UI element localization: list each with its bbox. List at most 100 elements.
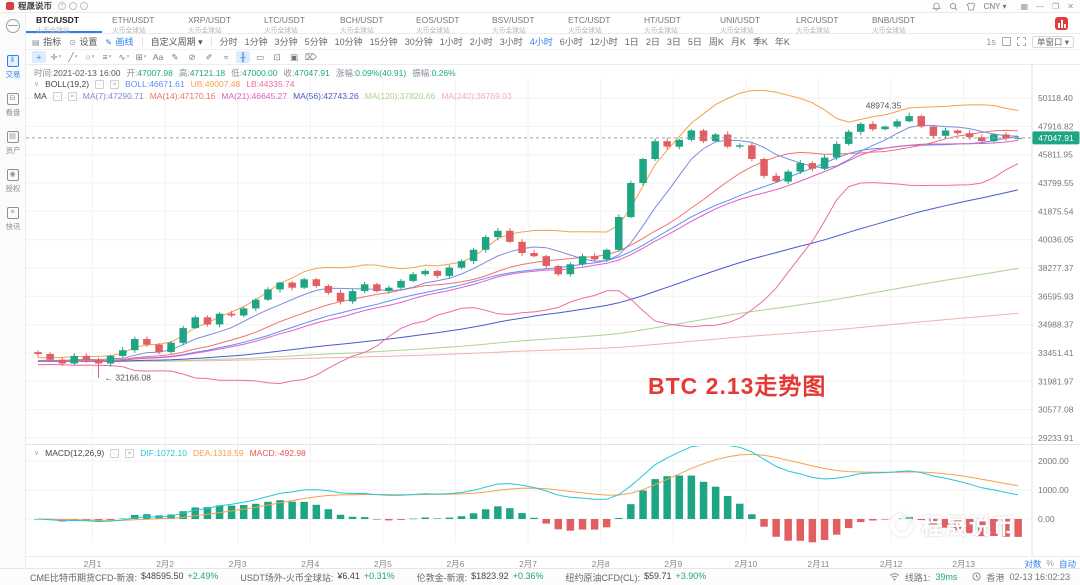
window-mode-dropdown[interactable]: 单窗口 ▾ [1031, 35, 1074, 48]
period-30分钟[interactable]: 30分钟 [404, 37, 433, 47]
period-1小时[interactable]: 1小时 [439, 37, 463, 47]
pencil-tool-icon[interactable]: ✐ [205, 51, 213, 62]
sidebar-item-资产[interactable]: ▤ 资产 [5, 131, 21, 156]
tab-exchange-label: 火币全球站 [720, 26, 754, 35]
indicator-close-icon[interactable]: × [125, 448, 135, 458]
custom-period-dropdown[interactable]: 自定义周期 ▾ [150, 37, 203, 47]
scale-option-自动[interactable]: 自动 [1058, 559, 1076, 569]
tab-eth-usdt[interactable]: ETH/USDT 火币全球站 [102, 13, 178, 35]
candlestick-chart[interactable]: 47047.91 ← 32166.08 48974.35 50118.40 47916.… [26, 65, 1080, 556]
text-tool-icon[interactable]: Aa [152, 52, 164, 62]
plus-circle-icon[interactable]: + [58, 2, 67, 10]
period-周K[interactable]: 周K [708, 37, 724, 47]
info-label: MA(56): [293, 91, 324, 101]
ellipse-tool-icon[interactable]: ○ ▾ [85, 52, 95, 62]
indicator-settings-icon[interactable]: · [52, 91, 62, 101]
tab-bch-usdt[interactable]: BCH/USDT 火币全球站 [330, 13, 406, 35]
fullscreen-icon[interactable] [1001, 37, 1011, 46]
indicator-close-icon[interactable]: × [67, 91, 77, 101]
period-4小时[interactable]: 4小时 [529, 37, 553, 47]
period-1分钟[interactable]: 1分钟 [244, 37, 268, 47]
collapse-caret-icon[interactable]: ∨ [34, 81, 40, 88]
circle-icon[interactable] [69, 2, 78, 10]
order-mark-icon[interactable]: ▭ [255, 51, 265, 62]
user-avatar[interactable] [5, 19, 20, 33]
time-axis[interactable]: 对数% 自动 2月1 2月2 2月3 2月4 2月5 2月6 2月7 2月8 2月9 2月10 2月1… [26, 556, 1080, 569]
tab-ht-usdt[interactable]: HT/USDT 火币全球站 [634, 13, 710, 35]
brush-tool-icon[interactable]: ✎ [171, 51, 179, 62]
tab-lrc-usdt[interactable]: LRC/USDT 火币全球站 [786, 13, 862, 35]
restore-icon[interactable]: ❐ [1052, 1, 1060, 11]
hot-activity-icon[interactable] [1055, 16, 1068, 30]
settings-button[interactable]: ⊙ 设置 [69, 37, 98, 47]
sidebar-item-快讯[interactable]: ≡ 快讯 [5, 207, 21, 232]
period-2小时[interactable]: 2小时 [469, 37, 493, 47]
fib-retracement-icon[interactable]: ≡ ▾ [102, 52, 112, 62]
period-5分钟[interactable]: 5分钟 [304, 37, 328, 47]
minimize-icon[interactable]: — [1036, 1, 1045, 11]
notification-bell-icon[interactable] [931, 2, 941, 11]
freeline-tool-icon[interactable]: ≈ [223, 52, 229, 62]
svg-text:40036.05: 40036.05 [1038, 235, 1074, 245]
status-quote[interactable]: USDT场外-火币全球站: ¥6.41 +0.31% [240, 571, 394, 584]
delete-drawing-icon[interactable]: ⌦ [305, 51, 318, 62]
tab-bsv-usdt[interactable]: BSV/USDT 火币全球站 [482, 13, 558, 35]
tab-bnb-usdt[interactable]: BNB/USDT 火币全球站 [862, 13, 938, 35]
period-3日[interactable]: 3日 [666, 37, 681, 47]
indicator-settings-icon[interactable]: · [95, 79, 105, 89]
period-月K[interactable]: 月K [730, 37, 746, 47]
period-年K[interactable]: 年K [774, 37, 790, 47]
status-quote[interactable]: 伦敦金-新浪: $1823.92 +0.36% [417, 571, 544, 584]
cursor-tool-icon[interactable]: ✛ ▾ [50, 51, 62, 62]
info-segment: 高:47121.18 [179, 67, 225, 79]
draw-button[interactable]: ✎ 画线 [105, 37, 134, 47]
period-分时[interactable]: 分时 [219, 37, 238, 47]
sidebar-item-交易[interactable]: ‖ 交易 [5, 55, 21, 80]
collapse-caret-icon[interactable]: ∨ [34, 450, 40, 457]
sidebar-item-授权[interactable]: ◉ 授权 [5, 169, 21, 194]
period-12小时[interactable]: 12小时 [589, 37, 618, 47]
period-1日[interactable]: 1日 [624, 37, 639, 47]
period-3小时[interactable]: 3小时 [499, 37, 523, 47]
screenshot-icon[interactable]: ▣ [289, 51, 299, 62]
layout-icon[interactable]: ▦ [1020, 1, 1029, 11]
period-2日[interactable]: 2日 [645, 37, 660, 47]
copy-drawing-icon[interactable]: ⊡ [273, 51, 281, 62]
sidebar-item-看盘[interactable]: ⊟ 看盘 [5, 93, 21, 118]
period-6小时[interactable]: 6小时 [559, 37, 583, 47]
search-icon[interactable] [949, 2, 958, 11]
indicator-settings-icon[interactable]: · [110, 448, 120, 458]
gann-grid-icon[interactable]: ⊞ ▾ [135, 51, 147, 62]
scale-option-对数[interactable]: 对数 [1024, 559, 1042, 569]
crosshair-icon[interactable]: + [32, 51, 46, 63]
popout-icon[interactable] [1016, 37, 1026, 46]
close-icon[interactable]: ✕ [1067, 1, 1074, 11]
status-quote[interactable]: CME比特币期货CFD-新浪: $48595.50 +2.49% [30, 571, 218, 584]
wave-tool-icon[interactable]: ∿ ▾ [118, 51, 130, 62]
pattern-mark-icon[interactable]: ╫ [236, 51, 250, 63]
svg-text:43799.55: 43799.55 [1038, 178, 1074, 188]
status-quote[interactable]: 纽约原油CFD(CL): $59.71 +3.90% [565, 571, 706, 584]
tab-ltc-usdt[interactable]: LTC/USDT 火币全球站 [254, 13, 330, 35]
tab-btc-usdt[interactable]: BTC/USDT 火币全球站 [26, 13, 102, 35]
period-10分钟[interactable]: 10分钟 [334, 37, 363, 47]
chart-area[interactable]: 47047.91 ← 32166.08 48974.35 50118.40 47916.… [26, 65, 1080, 556]
currency-select[interactable]: CNY ▾ [983, 1, 1007, 11]
skin-theme-icon[interactable] [966, 1, 976, 11]
period-15分钟[interactable]: 15分钟 [369, 37, 398, 47]
scale-option-%[interactable]: % [1046, 558, 1054, 568]
indicator-close-icon[interactable]: × [110, 79, 120, 89]
tab-uni-usdt[interactable]: UNI/USDT 火币全球站 [710, 13, 786, 35]
period-3分钟[interactable]: 3分钟 [274, 37, 298, 47]
trend-line-icon[interactable]: ╱ ▾ [68, 51, 78, 62]
period-季K[interactable]: 季K [752, 37, 768, 47]
tab-xrp-usdt[interactable]: XRP/USDT 火币全球站 [178, 13, 254, 35]
eraser-tool-icon[interactable]: ⊘ [188, 51, 196, 62]
watermark-text: 程晟说币 [921, 514, 1018, 539]
indicators-button[interactable]: ▤ 指标 [32, 37, 62, 47]
tab-eos-usdt[interactable]: EOS/USDT 火币全球站 [406, 13, 482, 35]
period-5日[interactable]: 5日 [687, 37, 702, 47]
circle-icon-2[interactable] [80, 2, 89, 10]
line-label[interactable]: 线路1: [904, 572, 931, 583]
tab-etc-usdt[interactable]: ETC/USDT 火币全球站 [558, 13, 634, 35]
